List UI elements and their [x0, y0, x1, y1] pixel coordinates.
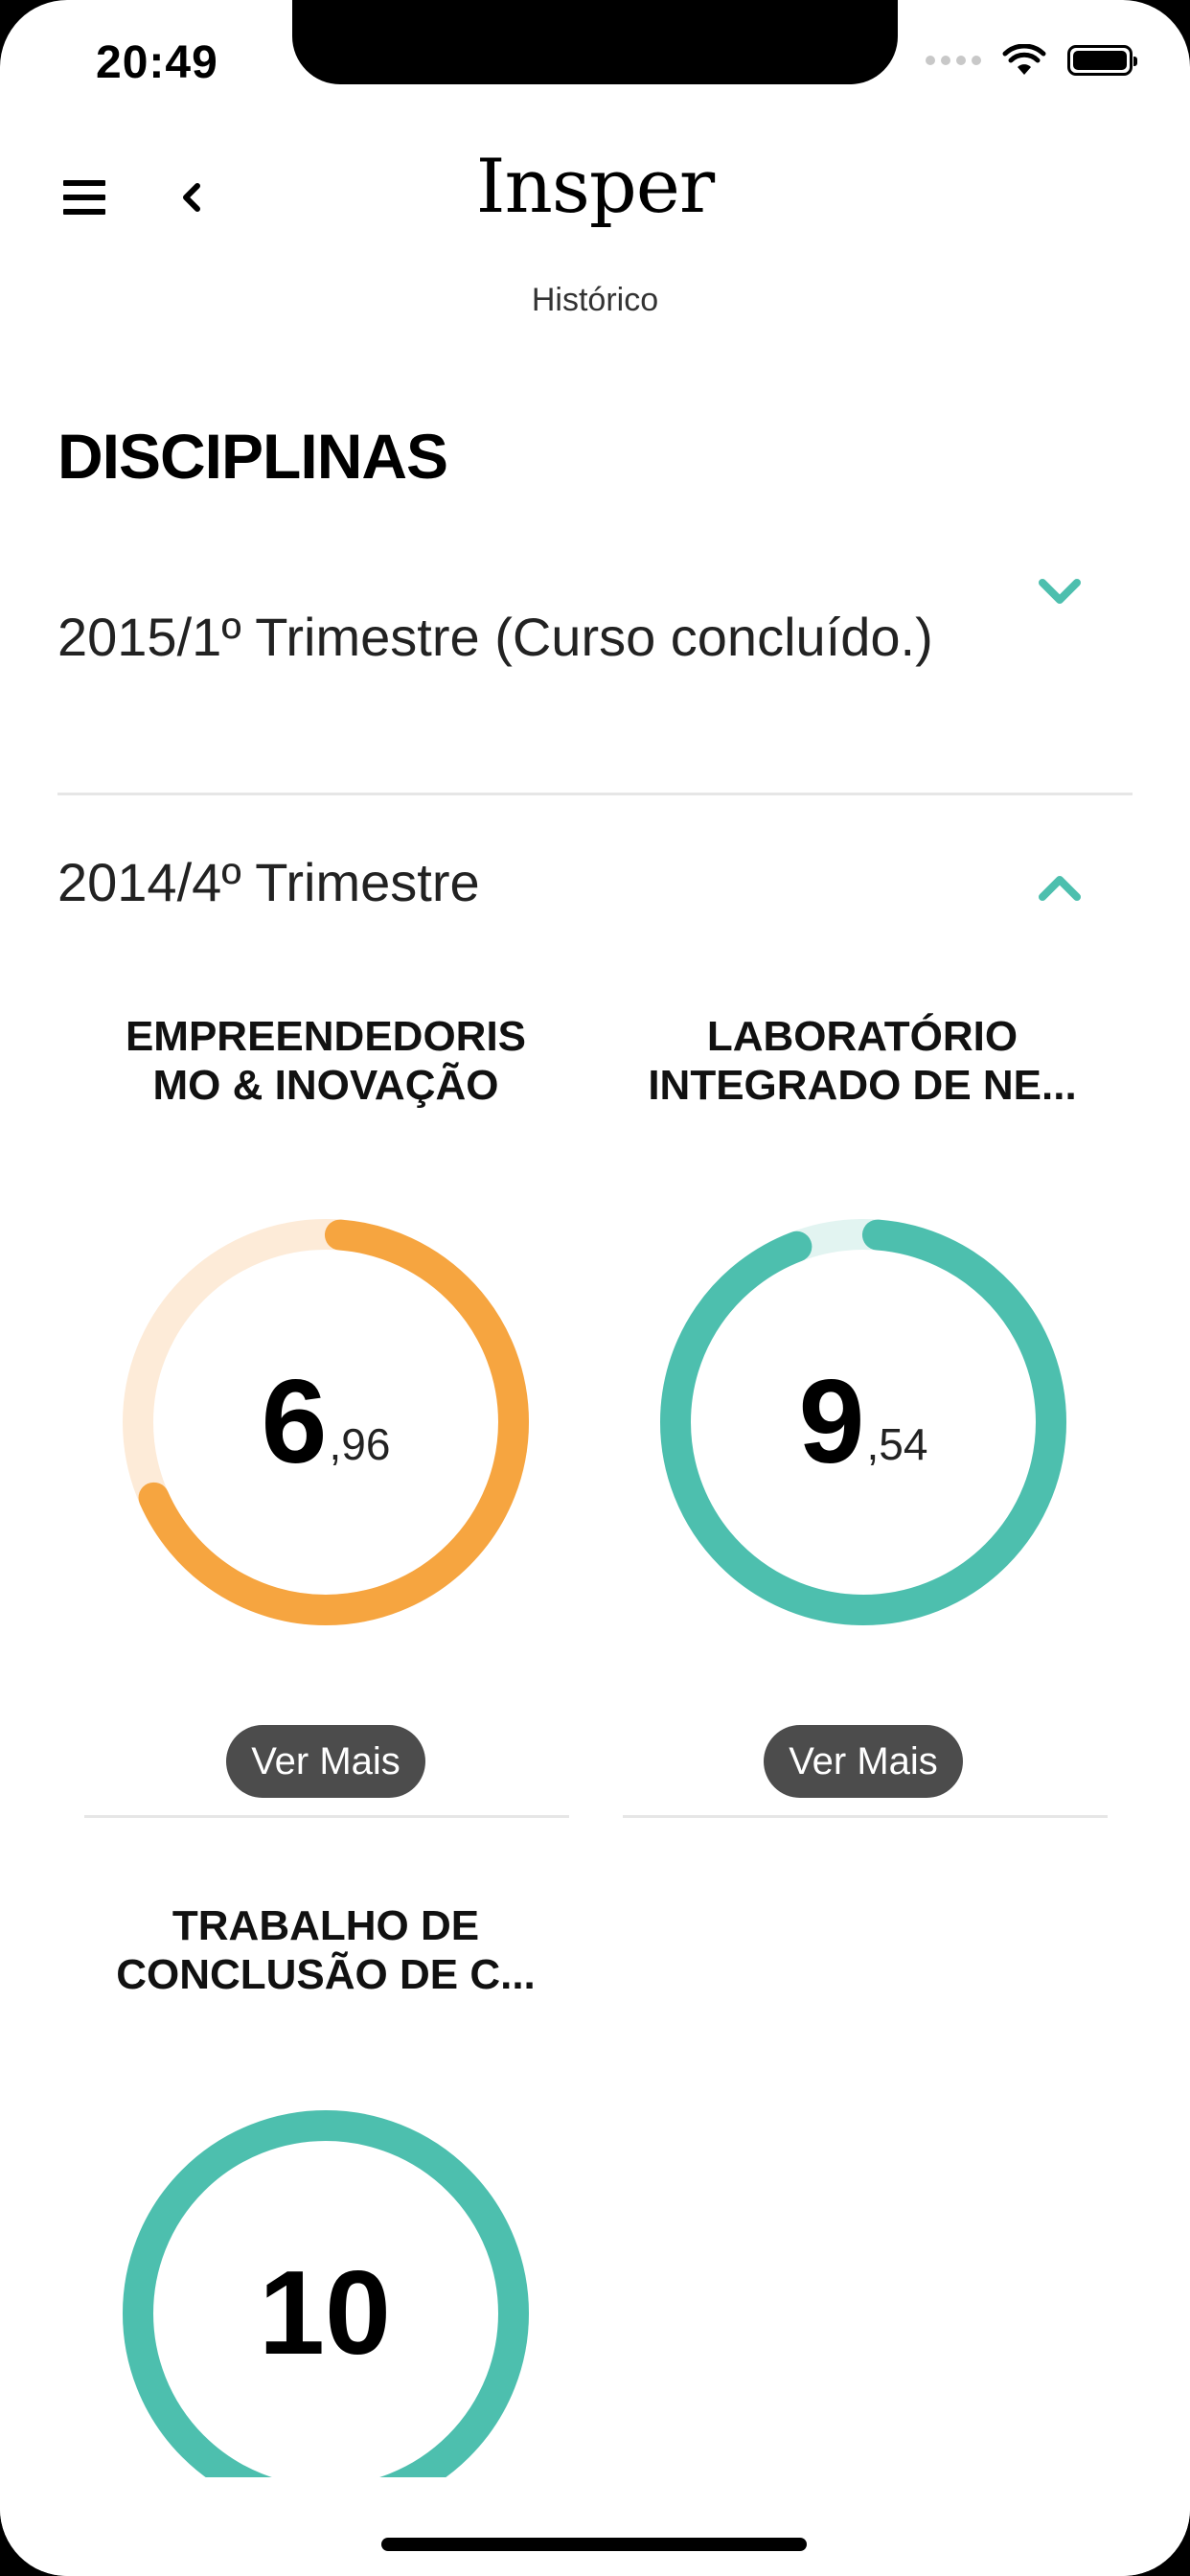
- back-chevron-icon[interactable]: [174, 178, 209, 217]
- status-time: 20:49: [96, 37, 218, 88]
- divider: [84, 1815, 569, 1818]
- course-title-line2: CONCLUSÃO DE C...: [116, 1951, 536, 1998]
- wifi-icon: [1002, 44, 1046, 75]
- term-header-2014-4[interactable]: 2014/4º Trimestre: [57, 852, 480, 912]
- chevron-down-icon[interactable]: [1035, 575, 1085, 608]
- course-title-tcc[interactable]: TRABALHO DE CONCLUSÃO DE C...: [105, 1901, 546, 1999]
- menu-icon[interactable]: [63, 180, 105, 215]
- grade-ring: [660, 1219, 1066, 1625]
- course-title-empreendedorismo[interactable]: EMPREENDEDORIS MO & INOVAÇÃO: [105, 1012, 546, 1110]
- course-title-line1: TRABALHO DE: [172, 1902, 480, 1949]
- grade-gauge-laboratorio: 9 ,54: [652, 1211, 1074, 1633]
- home-indicator[interactable]: [381, 2538, 807, 2551]
- grade-decimal: ,96: [329, 1419, 391, 1469]
- insper-logo: Insper: [475, 144, 715, 230]
- status-icons: [926, 44, 1137, 77]
- cellular-signal-icon: [926, 56, 981, 65]
- course-title-line1: LABORATÓRIO: [706, 1013, 1018, 1060]
- grade-gauge-empreendedorismo: 6 ,96: [115, 1211, 537, 1633]
- ver-mais-button[interactable]: Ver Mais: [226, 1725, 425, 1798]
- notch: [292, 0, 898, 84]
- grade-integer: 6: [261, 1356, 328, 1488]
- grade-ring: [123, 1219, 529, 1625]
- page-subtitle: Histórico: [531, 282, 659, 318]
- divider: [623, 1815, 1108, 1818]
- course-title-line2: MO & INOVAÇÃO: [152, 1062, 499, 1109]
- course-title-laboratorio[interactable]: LABORATÓRIO INTEGRADO DE NE...: [642, 1012, 1083, 1110]
- divider: [57, 793, 1133, 795]
- page-title: DISCIPLINAS: [57, 421, 448, 492]
- grade-integer: 10: [259, 2247, 391, 2380]
- course-title-line2: INTEGRADO DE NE...: [648, 1062, 1077, 1109]
- course-title-line1: EMPREENDEDORIS: [125, 1013, 527, 1060]
- term-header-2015-1[interactable]: 2015/1º Trimestre (Curso concluído.): [57, 607, 933, 667]
- grade-decimal: ,54: [866, 1419, 928, 1469]
- chevron-up-icon[interactable]: [1035, 872, 1085, 905]
- bottom-safe-area: [0, 2477, 1190, 2576]
- grade-integer: 9: [798, 1356, 865, 1488]
- battery-icon: [1067, 45, 1137, 76]
- grade-gauge-tcc: 10: [115, 2103, 537, 2524]
- ver-mais-button[interactable]: Ver Mais: [764, 1725, 963, 1798]
